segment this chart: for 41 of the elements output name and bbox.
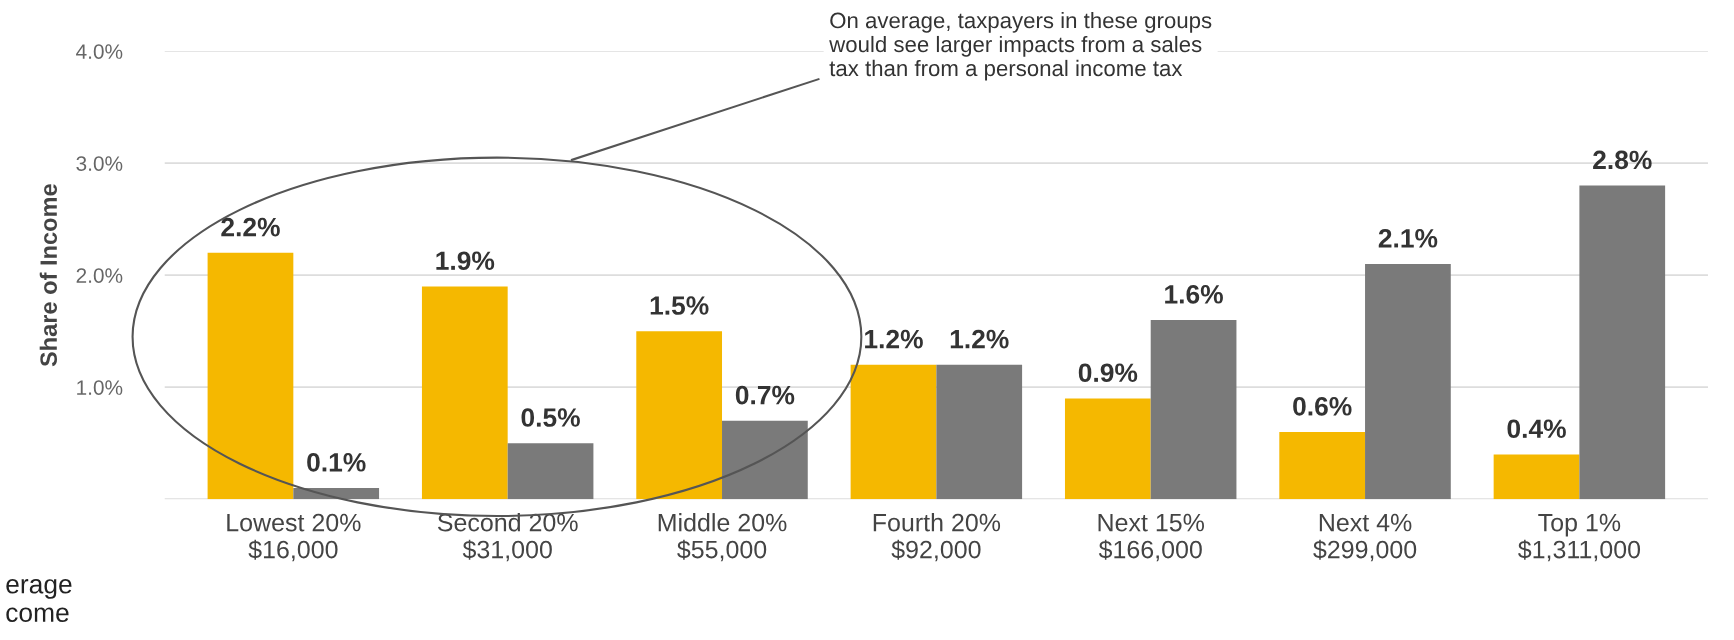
bar: [507, 443, 594, 500]
bar: [1579, 185, 1666, 500]
data-label: 2.2%: [221, 217, 280, 237]
data-label: 0.6%: [1293, 396, 1352, 416]
data-label: 2.1%: [1378, 228, 1438, 248]
bar: [636, 331, 723, 500]
data-label: 0.1%: [307, 452, 366, 472]
data-label: 2.8%: [1593, 150, 1652, 170]
x-tick-label: Fourth 20% $92,000: [873, 513, 1001, 562]
data-label: 0.5%: [521, 408, 580, 427]
y-tick-label: 2.0%: [76, 268, 123, 283]
y-tick-label: 4.0%: [76, 44, 123, 59]
data-label: 0.9%: [1078, 363, 1138, 383]
data-label: 0.4%: [1507, 419, 1566, 439]
text: erage come: [6, 579, 72, 622]
bar: [421, 286, 508, 500]
y-tick-label: 1.0%: [77, 380, 123, 395]
bar: [1493, 454, 1580, 500]
bar: [1279, 432, 1366, 500]
bar: [207, 252, 294, 500]
x-tick-label: Next 15% $166,000: [1098, 513, 1205, 562]
annotation: On average, taxpayers in these groups would see larger impacts from a sales tax than from a personal income tax: [829, 12, 1212, 81]
bar: [936, 364, 1023, 500]
bar: [1365, 264, 1451, 500]
x-tick-label: Top 1% $1,311,000: [1518, 513, 1641, 562]
data-label: 1.2%: [950, 329, 1009, 349]
y-axis-title: Share of Income: [39, 184, 58, 367]
x-tick-label: Next 4% $299,000: [1313, 513, 1417, 562]
bar: [722, 420, 808, 500]
bar: [1064, 398, 1151, 500]
data-label: 1.2%: [865, 329, 923, 349]
data-label: 0.7%: [735, 385, 795, 405]
x-tick-label: Lowest 20% $16,000: [227, 513, 361, 562]
data-label: 1.9%: [436, 251, 495, 271]
data-label: 1.5%: [650, 296, 709, 315]
bar: [1150, 320, 1237, 500]
x-tick-label: Second 20% $31,000: [437, 513, 578, 562]
data-label: 1.6%: [1165, 284, 1223, 304]
bar: [850, 364, 937, 500]
y-tick-label: 3.0%: [76, 156, 123, 171]
x-tick-label: Middle 20% $55,000: [658, 513, 787, 562]
